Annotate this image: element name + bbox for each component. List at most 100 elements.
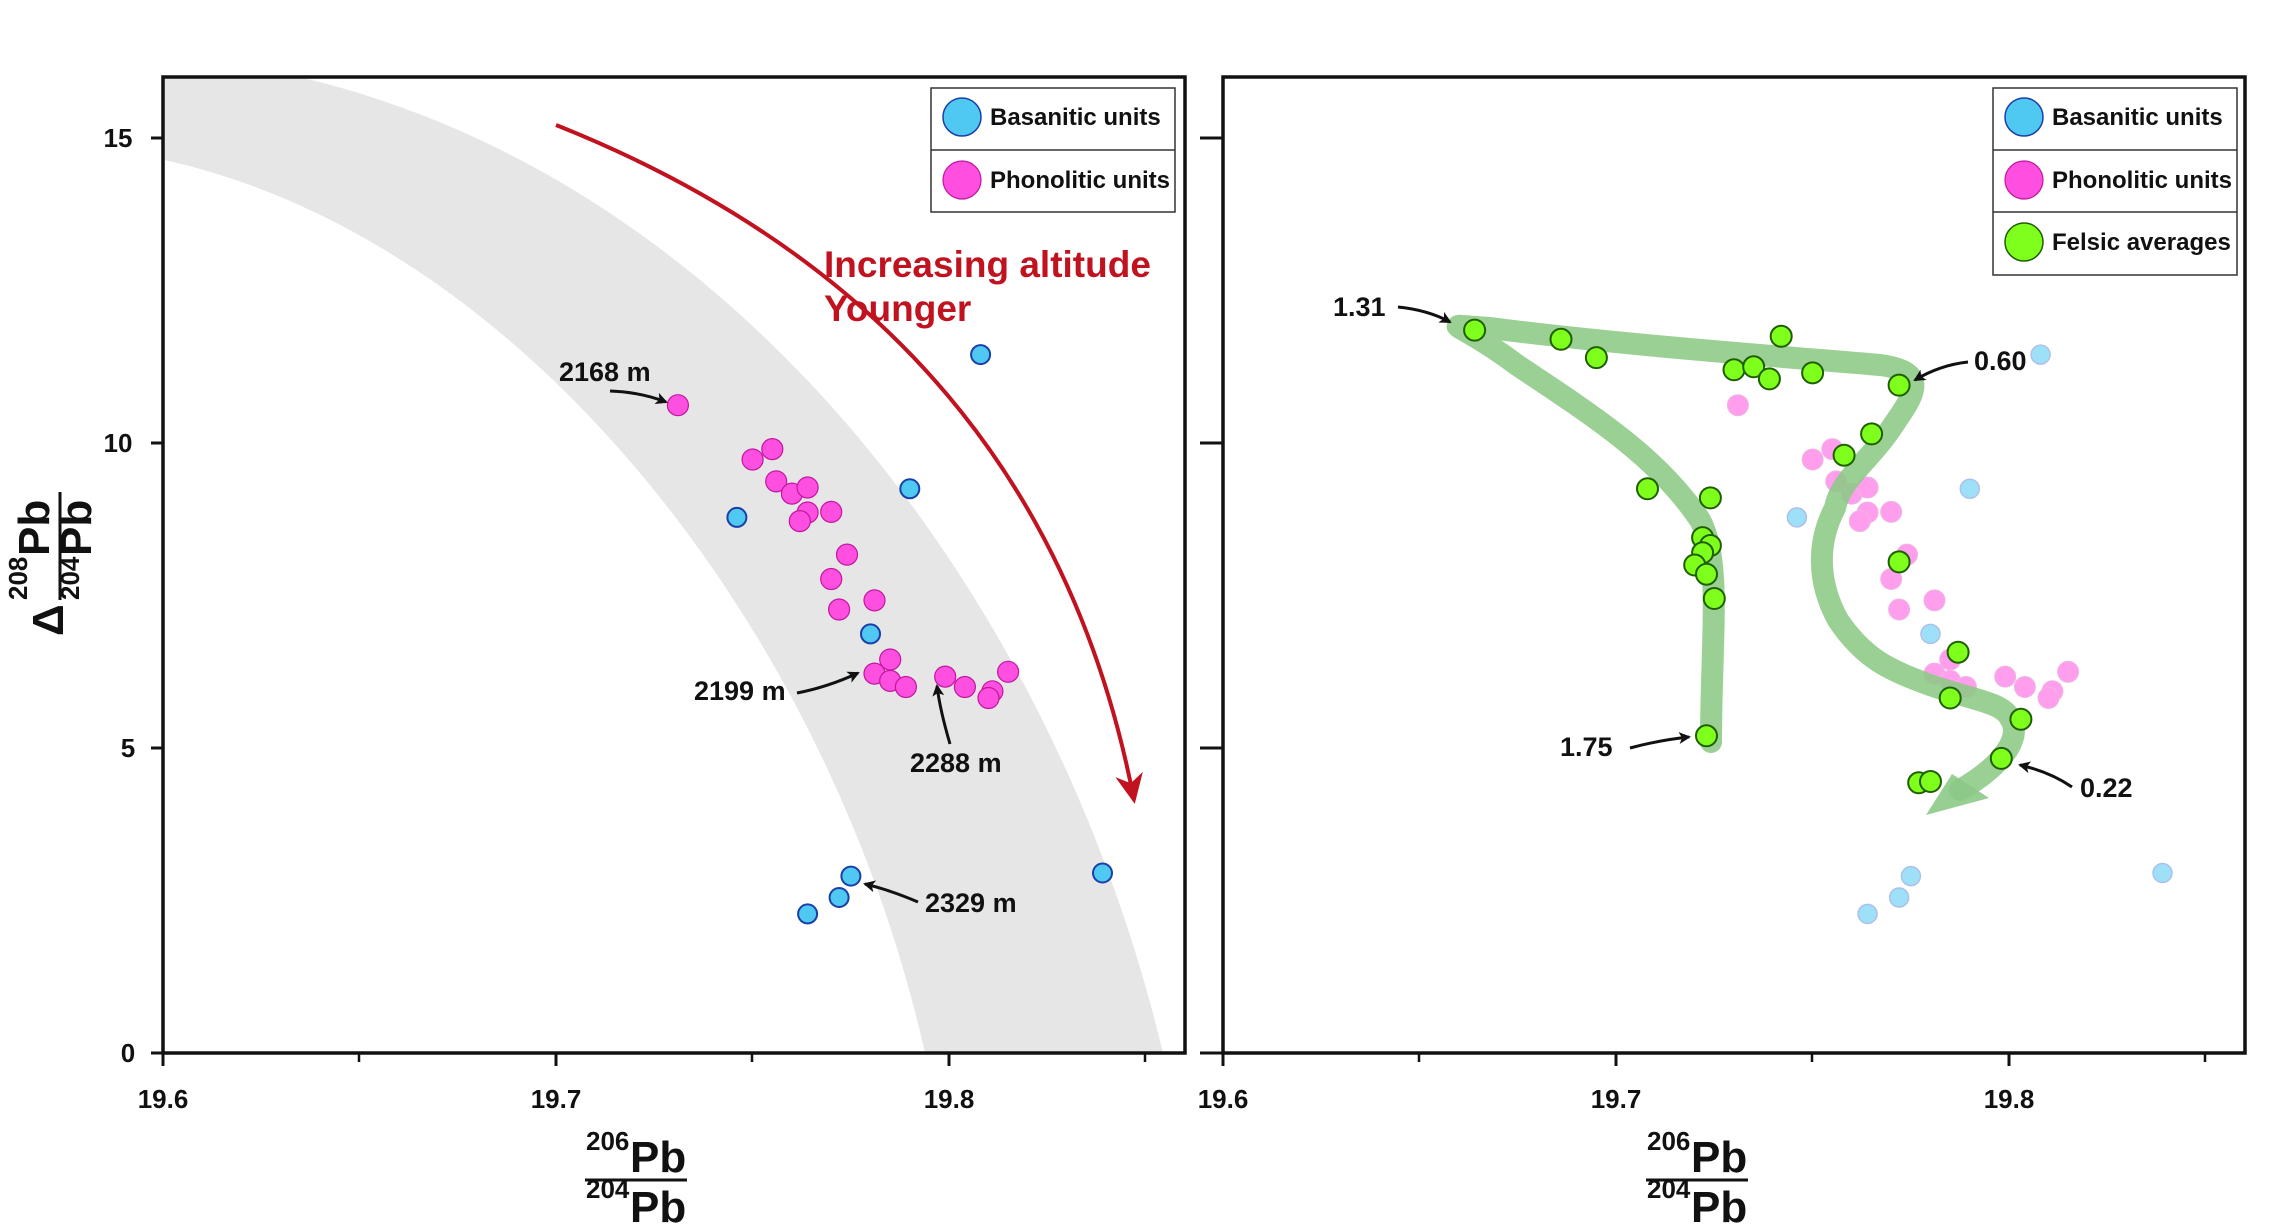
annotation-2199m: 2199 m (694, 676, 786, 706)
annotation-2329m: 2329 m (925, 888, 1017, 918)
annotation-arrow (2018, 761, 2073, 789)
y-label-denominator-sup: 204 (55, 556, 85, 600)
annotation-1-31: 1.31 (1333, 292, 1386, 322)
x-label-numerator-sup: 206 (586, 1126, 629, 1156)
phonolitic-point (788, 509, 811, 533)
basanitic-point (1092, 862, 1113, 884)
annotation-2288m: 2288 m (910, 748, 1002, 778)
felsic-average-point (1636, 477, 1659, 501)
basanitic-point (899, 478, 921, 500)
phonolitic-point-faded (1880, 500, 1903, 523)
phonolitic-point-faded (1856, 476, 1879, 499)
x-axis-right: 19.6 19.7 19.8 (1198, 1053, 2207, 1114)
y-axis-left: 0 5 10 15 (104, 123, 163, 1068)
x-label-denominator: Pb (1691, 1183, 1747, 1227)
x-label-denominator: Pb (630, 1183, 686, 1227)
felsic-average-point (1695, 562, 1718, 586)
annotation-arrow (1629, 732, 1691, 750)
x-label-denominator-sup: 204 (586, 1174, 630, 1204)
annotation-arrow (796, 671, 860, 695)
basanitic-point (860, 623, 881, 645)
phonolitic-point-faded (2037, 687, 2060, 709)
phonolitic-point (934, 665, 957, 688)
felsic-average-point (1695, 724, 1718, 748)
x-tick-label: 19.8 (1984, 1084, 2035, 1114)
y-label-denominator: Pb (52, 500, 101, 556)
phonolitic-point-faded (2013, 676, 2036, 698)
legend-marker-basanitic (942, 97, 982, 137)
felsic-average-point (1549, 327, 1573, 351)
y-tick-label: 10 (104, 428, 133, 458)
phonolitic-point (765, 470, 788, 493)
legend-label-felsic: Felsic averages (2052, 229, 2231, 256)
felsic-average-point (1584, 346, 1608, 370)
trajectory-arrowhead (1926, 774, 1989, 815)
x-label-denominator-sup: 204 (1647, 1174, 1691, 1204)
x-axis-left: 19.6 19.7 19.8 (138, 1053, 1147, 1114)
evolution-trajectory (1446, 314, 2025, 801)
basanitic-point-faded (1786, 507, 1808, 528)
phonolitic-point (741, 448, 764, 471)
phonolitic-point (835, 543, 859, 566)
felsic-average-point (1698, 486, 1722, 510)
phonolitic-point (761, 438, 784, 461)
basanitic-point-faded (2152, 862, 2173, 884)
phonolitic-point (879, 648, 902, 671)
felsic-average-point (1946, 640, 1970, 664)
basanitic-point (970, 344, 992, 366)
basanitic-point-faded (1959, 478, 1981, 500)
phonolitic-point (894, 675, 918, 699)
phonolitic-point (953, 675, 977, 699)
phonolitic-point-faded (1923, 589, 1946, 612)
basanitic-point-faded (2030, 344, 2051, 365)
x-label-numerator: Pb (630, 1133, 686, 1182)
y-label-numerator-sup: 208 (3, 557, 33, 600)
phonolitic-point-faded (2057, 660, 2080, 683)
x-tick-label: 19.6 (138, 1084, 189, 1114)
phonolitic-point (820, 500, 843, 523)
legend-label-phonolitic: Phonolitic units (990, 167, 1170, 194)
phonolitic-point-faded (1994, 665, 2017, 688)
legend-label-basanitic: Basanitic units (2052, 104, 2223, 131)
felsic-average-point (1757, 367, 1781, 391)
altitude-trend-arrow (555, 123, 1143, 804)
felsic-average-point (2009, 707, 2033, 731)
basanitic-point-faded (1900, 865, 1922, 887)
x-label-numerator: Pb (1691, 1133, 1747, 1182)
legend-marker-phonolitic (2004, 160, 2044, 200)
felsic-average-point (1722, 358, 1746, 382)
annotation-arrow (932, 684, 952, 745)
legend-label-phonolitic: Phonolitic units (2052, 167, 2232, 194)
basanitic-point (797, 903, 819, 925)
legend-marker-phonolitic (942, 160, 982, 200)
basanitic-point-faded (1888, 887, 1910, 908)
right-panel: 19.6 19.7 19.8 1.31 0.60 1.75 0.22 Basan… (1198, 75, 2247, 1227)
basanitic-point (726, 506, 748, 528)
plot-frame-left (161, 75, 1187, 1055)
x-axis-label-left: 206 Pb 204 Pb (585, 1126, 687, 1227)
felsic-points (1463, 318, 2033, 795)
felsic-average-point (1742, 355, 1766, 379)
legend-marker-felsic (2004, 222, 2044, 262)
basanitic-point-faded (1920, 623, 1941, 645)
felsic-average-point (1919, 770, 1942, 793)
felsic-average-point (1702, 587, 1726, 610)
basanitic-point (840, 865, 862, 887)
x-tick-label: 19.8 (924, 1084, 975, 1114)
trend-label-line1: Increasing altitude (824, 244, 1151, 285)
phonolitic-point (863, 589, 886, 612)
basanitic-point-faded (1857, 903, 1878, 925)
x-label-numerator-sup: 206 (1647, 1126, 1690, 1156)
legend-left: Basanitic units Phonolitic units (930, 87, 1176, 213)
phonolitic-point (796, 476, 819, 499)
phonolitic-point (996, 660, 1020, 683)
phonolitic-point-faded (1888, 598, 1911, 621)
x-tick-label: 19.7 (1591, 1084, 1642, 1114)
basanitic-point (828, 887, 850, 908)
y-label-numerator: Pb (10, 500, 59, 556)
felsic-average-point (1832, 443, 1856, 467)
y-axis-right (1200, 136, 1223, 1055)
phonolitic-point-faded (1848, 510, 1871, 533)
plot-frame-right (1221, 75, 2247, 1055)
left-panel: Increasing altitude Younger 19.6 19.7 19… (3, 75, 1187, 1227)
